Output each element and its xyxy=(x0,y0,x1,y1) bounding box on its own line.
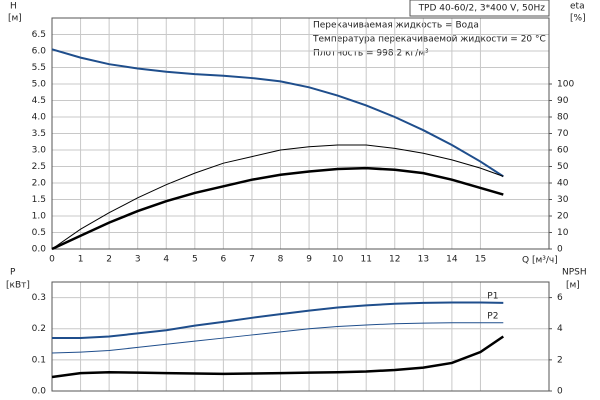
x-tick-label: 10 xyxy=(332,255,344,265)
x-tick-label: 14 xyxy=(446,255,458,265)
y2-tick-label: 10 xyxy=(557,228,569,238)
y-axis-label: H xyxy=(10,2,17,12)
y2-tick-label: 80 xyxy=(557,113,569,123)
x-axis-label: Q [м³/ч] xyxy=(522,256,558,266)
y-tick-label: 2.0 xyxy=(32,179,47,189)
y-tick-label: 3.5 xyxy=(32,129,46,139)
y2-tick-label: 70 xyxy=(557,129,569,139)
y-tick-label: 0.1 xyxy=(32,355,46,365)
y-tick-label: 0.2 xyxy=(32,324,46,334)
y-tick-label: 0.0 xyxy=(32,245,47,255)
curve xyxy=(51,144,504,250)
y-tick-label: 4.0 xyxy=(32,113,47,123)
x-tick-label: 3 xyxy=(135,255,141,265)
y-tick-label: 5.0 xyxy=(32,80,47,90)
y-tick-label: 1.5 xyxy=(32,195,46,205)
curve xyxy=(51,166,504,251)
x-tick-label: 12 xyxy=(389,255,400,265)
x-tick-label: 6 xyxy=(221,255,227,265)
y-tick-label: 1.0 xyxy=(32,212,47,222)
y-axis-label: P xyxy=(10,268,16,278)
x-tick-label: 2 xyxy=(106,255,112,265)
curve xyxy=(52,301,504,340)
curve xyxy=(51,48,504,178)
curve xyxy=(51,335,505,379)
x-tick-label: 9 xyxy=(306,255,312,265)
x-tick-label: 15 xyxy=(475,255,486,265)
y-tick-label: 5.5 xyxy=(32,63,46,73)
annotation: Температура перекачиваемой жидкости = 20… xyxy=(312,35,546,45)
y2-tick-label: 50 xyxy=(557,162,569,172)
y2-tick-label: 40 xyxy=(557,179,569,189)
series-label: P1 xyxy=(487,291,498,301)
y2-tick-label: 20 xyxy=(557,212,569,222)
x-tick-label: 13 xyxy=(418,255,429,265)
y-tick-label: 0.3 xyxy=(32,293,46,303)
x-tick-label: 7 xyxy=(249,255,255,265)
y2-tick-label: 30 xyxy=(557,195,569,205)
x-tick-label: 5 xyxy=(192,255,198,265)
plot-frame xyxy=(51,281,550,392)
y-axis-unit: [кВт] xyxy=(6,281,30,291)
y2-tick-label: 90 xyxy=(557,96,569,106)
y2-axis-unit: [м] xyxy=(566,281,580,291)
y-tick-label: 0.0 xyxy=(32,387,47,397)
y2-tick-label: 60 xyxy=(557,146,569,156)
y-tick-label: 4.5 xyxy=(32,96,46,106)
y-tick-label: 0.5 xyxy=(32,228,46,238)
y-tick-label: 6.5 xyxy=(32,30,46,40)
curve xyxy=(51,322,504,354)
x-tick-label: 4 xyxy=(163,255,169,265)
series-label: P2 xyxy=(487,311,498,321)
x-tick-label: 11 xyxy=(360,255,371,265)
x-tick-label: 8 xyxy=(278,255,284,265)
plot-frame xyxy=(51,17,550,250)
y-axis-unit: [м] xyxy=(8,14,22,24)
annotation: Плотность = 998.2 кг/м³ xyxy=(313,49,429,59)
x-tick-label: 1 xyxy=(78,255,84,265)
y2-tick-label: 6 xyxy=(557,293,563,303)
y-tick-label: 2.5 xyxy=(32,162,46,172)
y2-tick-label: 0 xyxy=(557,245,563,255)
y2-axis-unit: [%] xyxy=(570,14,586,24)
y2-tick-label: 100 xyxy=(557,80,574,90)
y2-axis-label: NPSH xyxy=(562,268,587,278)
x-tick-label: 0 xyxy=(49,255,55,265)
title-box xyxy=(409,0,550,17)
y-tick-label: 3.0 xyxy=(32,146,47,156)
y2-axis-label: eta xyxy=(570,2,585,12)
y2-tick-label: 4 xyxy=(557,324,563,334)
y-tick-label: 6.0 xyxy=(32,47,47,57)
chart-title: TPD 40-60/2, 3*400 V, 50Hz xyxy=(418,4,546,14)
annotation: Перекачиваемая жидкость = Вода xyxy=(313,21,479,31)
y2-tick-label: 0 xyxy=(557,387,563,397)
y2-tick-label: 2 xyxy=(557,355,563,365)
